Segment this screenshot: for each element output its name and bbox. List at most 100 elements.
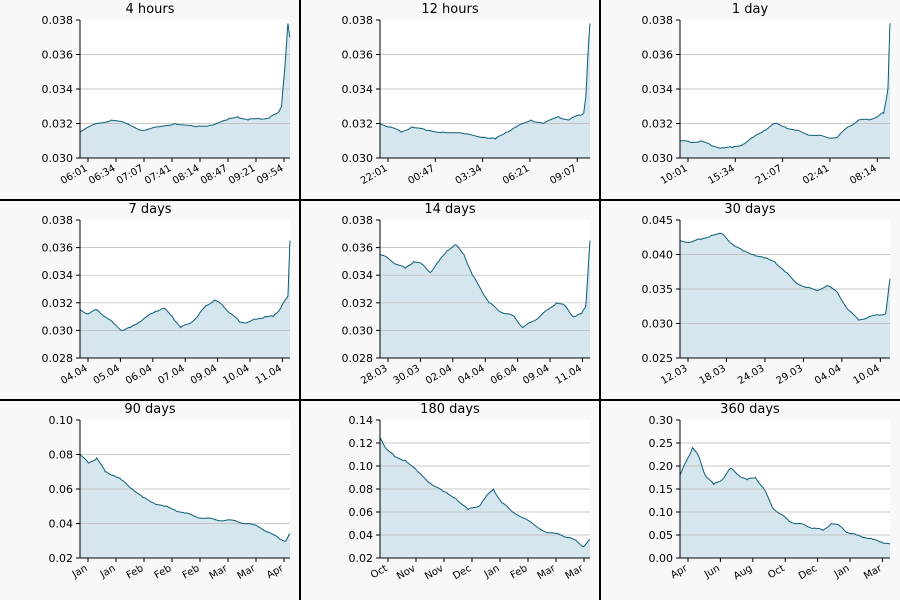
y-tick-label: 0.040 — [642, 249, 674, 262]
x-tick-label: Oct — [766, 563, 787, 581]
x-tick-label: 06:34 — [87, 163, 117, 187]
y-tick-label: 0.038 — [642, 14, 674, 27]
series-line — [79, 23, 291, 133]
x-tick-label: Apr — [669, 563, 690, 582]
series-line — [679, 232, 891, 321]
chart-title: 4 hours — [125, 2, 175, 17]
chart-plot: 0.028 0.030 0.032 0.034 0.036 0.038 28.03 30.03… — [342, 214, 591, 387]
x-tick-label: Jan — [832, 563, 852, 581]
x-tick-label: Mar — [208, 563, 231, 582]
chart-panel: 30 days 0.025 0.030 0.035 0.040 0.045 12.03 18… — [600, 200, 900, 400]
y-tick-label: 0.04 — [349, 529, 374, 542]
y-tick-label: 0.12 — [349, 437, 374, 450]
y-tick-label: 0.14 — [349, 414, 374, 427]
chart-plot: 0.00 0.05 0.10 0.15 0.20 0.25 0.30 Apr Jun Aug Oct… — [649, 414, 891, 582]
y-tick-label: 0.038 — [42, 214, 74, 227]
chart-title: 1 day — [731, 2, 769, 17]
y-tick-label: 0.034 — [342, 269, 374, 282]
x-tick-label: Jan — [98, 563, 118, 581]
x-tick-label: 08:14 — [171, 163, 201, 187]
x-tick-label: Jun — [702, 563, 722, 581]
x-tick-label: 06.04 — [124, 363, 154, 387]
y-tick-label: 0.030 — [342, 324, 374, 337]
y-tick-label: 0.036 — [342, 49, 374, 62]
chart-plot: 0.028 0.030 0.032 0.034 0.036 0.038 04.04 05.04… — [42, 214, 291, 387]
x-tick-label: 08:14 — [848, 163, 878, 187]
y-tick-label: 0.025 — [642, 352, 674, 365]
x-tick-label: Feb — [125, 563, 146, 581]
x-tick-label: Nov — [395, 563, 417, 582]
y-tick-label: 0.10 — [49, 414, 74, 427]
series-line — [680, 23, 891, 149]
panel-divider-horizontal — [0, 199, 900, 201]
y-tick-label: 0.25 — [649, 437, 674, 450]
x-tick-label: Dec — [451, 563, 473, 582]
chart-plot: 0.030 0.032 0.034 0.036 0.038 10:01 15:34 21:07… — [642, 14, 891, 187]
x-tick-label: 29.03 — [775, 363, 805, 387]
y-tick-label: 0.04 — [49, 518, 74, 531]
x-tick-label: Mar — [564, 563, 587, 582]
series-area — [680, 23, 890, 159]
chart-plot: 0.030 0.032 0.034 0.036 0.038 22:01 00:47 03:34… — [342, 14, 591, 187]
y-tick-label: 0.05 — [649, 529, 674, 542]
x-tick-label: 06:01 — [59, 163, 89, 187]
chart-panel: 360 days 0.00 0.05 0.10 0.15 0.20 0.25 0.30 Apr… — [600, 400, 900, 600]
y-tick-label: 0.030 — [342, 152, 374, 165]
x-tick-label: Mar — [536, 563, 559, 582]
panel-divider-vertical — [599, 0, 601, 600]
x-tick-label: Feb — [509, 563, 530, 581]
series-line — [379, 240, 591, 329]
x-tick-label: 02.04 — [424, 363, 454, 387]
chart-plot: 0.02 0.04 0.06 0.08 0.10 0.12 0.14 Oct Nov Nov Dec… — [349, 414, 591, 582]
y-tick-label: 0.02 — [49, 552, 74, 565]
series-area — [80, 23, 290, 159]
x-tick-label: 11.04 — [254, 363, 284, 387]
chart-panel: 180 days 0.02 0.04 0.06 0.08 0.10 0.12 0.14 Oct… — [300, 400, 600, 600]
panel-divider-vertical — [299, 0, 301, 600]
series-area — [680, 233, 890, 358]
x-tick-label: Dec — [797, 563, 819, 582]
panel-divider-horizontal — [0, 399, 900, 401]
y-tick-label: 0.034 — [42, 269, 74, 282]
y-tick-label: 0.034 — [342, 83, 374, 96]
y-tick-label: 0.028 — [342, 352, 374, 365]
chart-title: 90 days — [124, 402, 176, 417]
y-tick-label: 0.15 — [649, 483, 674, 496]
x-tick-label: 04.04 — [59, 363, 89, 387]
y-tick-label: 0.034 — [42, 83, 74, 96]
series-line — [379, 437, 591, 548]
chart-panel: 90 days 0.02 0.04 0.06 0.08 0.10 Jan Jan Feb Feb… — [0, 400, 300, 600]
y-tick-label: 0.032 — [342, 297, 374, 310]
y-tick-label: 0.032 — [42, 297, 74, 310]
x-tick-label: 30.03 — [392, 363, 422, 387]
x-tick-label: 18.03 — [698, 363, 728, 387]
x-tick-label: 09:54 — [255, 163, 285, 187]
x-tick-label: 00:47 — [406, 163, 436, 187]
series-area — [380, 240, 590, 358]
series-area — [680, 447, 890, 558]
x-tick-label: 06:21 — [501, 163, 531, 187]
y-tick-label: 0.036 — [42, 49, 74, 62]
x-tick-label: 04.04 — [813, 363, 843, 387]
x-tick-label: 24.03 — [736, 363, 766, 387]
chart-plot: 0.030 0.032 0.034 0.036 0.038 06:0106:3407:07… — [42, 14, 291, 187]
x-tick-label: Jan — [482, 563, 502, 581]
y-tick-label: 0.036 — [642, 49, 674, 62]
y-tick-label: 0.038 — [42, 14, 74, 27]
x-tick-label: Apr — [265, 563, 286, 582]
y-tick-label: 0.032 — [342, 118, 374, 131]
chart-title: 14 days — [424, 202, 476, 217]
y-tick-label: 0.06 — [49, 483, 74, 496]
x-tick-label: Mar — [862, 563, 885, 582]
series-area — [80, 454, 290, 558]
y-tick-label: 0.028 — [42, 352, 74, 365]
y-tick-label: 0.030 — [42, 152, 74, 165]
chart-panel: 7 days 0.028 0.030 0.032 0.034 0.036 0.038 04.… — [0, 200, 300, 400]
x-tick-label: Jan — [70, 563, 90, 581]
x-tick-label: 21:07 — [754, 163, 784, 187]
y-tick-label: 0.030 — [642, 152, 674, 165]
series-line — [79, 240, 291, 331]
y-tick-label: 0.038 — [342, 14, 374, 27]
x-tick-label: 07.04 — [156, 363, 186, 387]
x-tick-label: 02:41 — [801, 163, 831, 187]
